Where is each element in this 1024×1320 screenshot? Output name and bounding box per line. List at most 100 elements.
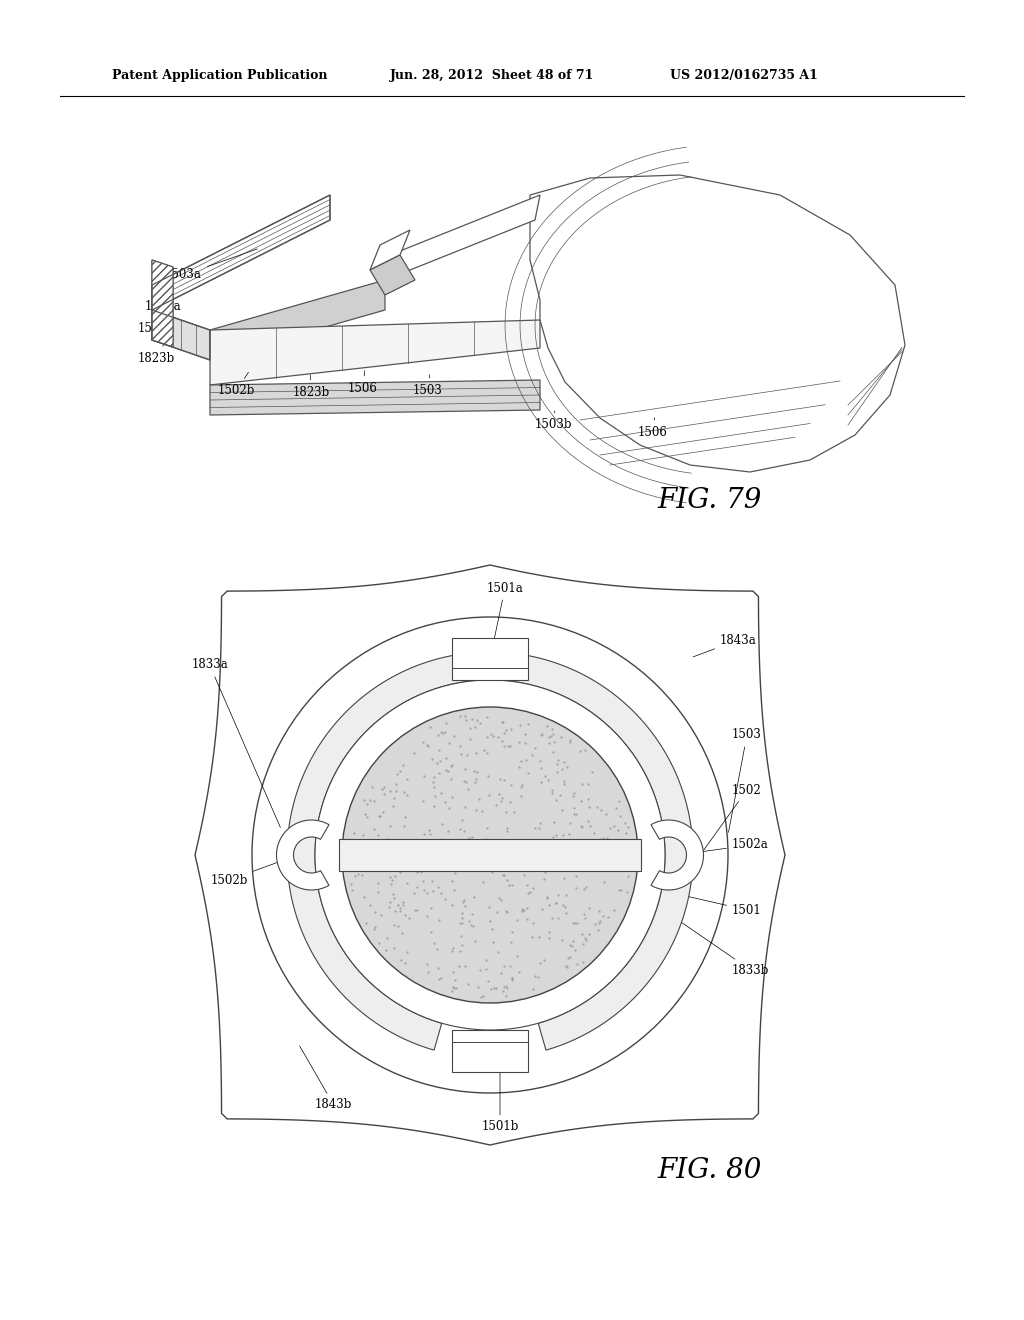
Point — [599, 826, 615, 847]
Point — [492, 846, 508, 867]
Point — [498, 719, 514, 741]
Point — [532, 725, 549, 746]
Point — [574, 923, 591, 944]
Point — [467, 717, 483, 738]
Point — [483, 917, 500, 939]
Point — [565, 785, 582, 807]
Point — [618, 882, 635, 903]
Point — [419, 954, 435, 975]
Point — [483, 849, 500, 870]
Point — [446, 834, 463, 855]
Point — [374, 779, 390, 800]
Point — [482, 978, 499, 999]
Point — [416, 870, 432, 891]
Point — [511, 830, 527, 851]
Point — [426, 767, 442, 788]
Point — [581, 788, 597, 809]
Point — [532, 952, 549, 973]
Point — [440, 733, 457, 754]
Point — [479, 970, 496, 991]
Point — [581, 924, 597, 945]
Text: 1833b: 1833b — [666, 912, 769, 977]
Point — [496, 735, 512, 756]
Point — [518, 875, 535, 896]
Point — [454, 912, 470, 933]
Point — [440, 760, 457, 781]
Point — [394, 895, 411, 916]
Point — [379, 928, 395, 949]
Point — [394, 834, 411, 855]
Point — [425, 771, 441, 792]
Point — [410, 846, 426, 867]
Point — [476, 833, 493, 854]
Point — [475, 739, 492, 760]
Point — [452, 735, 468, 756]
Point — [561, 824, 578, 845]
Point — [382, 874, 398, 895]
Point — [471, 960, 487, 981]
Polygon shape — [287, 652, 693, 1051]
Point — [399, 873, 416, 894]
Point — [552, 785, 568, 807]
Point — [608, 857, 625, 878]
Point — [354, 825, 371, 846]
Point — [513, 751, 529, 772]
Text: US 2012/0162735 A1: US 2012/0162735 A1 — [670, 69, 818, 82]
Point — [483, 862, 500, 883]
Point — [457, 895, 473, 916]
Point — [610, 879, 627, 900]
Point — [544, 718, 560, 739]
Point — [618, 836, 635, 857]
Point — [553, 859, 569, 880]
Point — [390, 895, 407, 916]
Point — [443, 871, 460, 892]
Point — [541, 921, 557, 942]
Point — [553, 726, 569, 747]
Point — [523, 927, 540, 948]
Point — [590, 920, 606, 941]
Point — [378, 940, 394, 961]
Point — [479, 833, 496, 854]
Point — [433, 813, 450, 834]
Point — [568, 912, 585, 933]
Point — [495, 787, 511, 808]
Point — [362, 895, 379, 916]
Point — [438, 713, 455, 734]
Point — [380, 829, 396, 850]
Point — [446, 970, 463, 991]
Point — [499, 978, 515, 999]
Point — [396, 807, 413, 828]
Point — [598, 804, 614, 825]
Point — [617, 822, 634, 843]
Text: 1506: 1506 — [638, 417, 668, 438]
Point — [452, 818, 468, 840]
Point — [431, 968, 447, 989]
Point — [394, 923, 411, 944]
Point — [550, 908, 566, 929]
Circle shape — [315, 680, 665, 1030]
Point — [540, 770, 556, 791]
Point — [490, 784, 507, 805]
Point — [590, 855, 606, 876]
Point — [545, 742, 561, 763]
Point — [481, 896, 498, 917]
Point — [388, 774, 404, 795]
Point — [581, 898, 597, 919]
Point — [494, 711, 510, 733]
Point — [606, 816, 623, 837]
Point — [343, 873, 359, 894]
Point — [535, 898, 551, 919]
Point — [493, 890, 509, 911]
Point — [536, 949, 552, 970]
Point — [490, 887, 507, 908]
Point — [465, 915, 481, 936]
Point — [556, 771, 572, 792]
Point — [592, 911, 608, 932]
Point — [541, 726, 557, 747]
Point — [502, 791, 518, 812]
Point — [575, 952, 592, 973]
Point — [473, 986, 489, 1007]
Point — [443, 981, 460, 1002]
Point — [569, 953, 586, 974]
Point — [520, 714, 537, 735]
